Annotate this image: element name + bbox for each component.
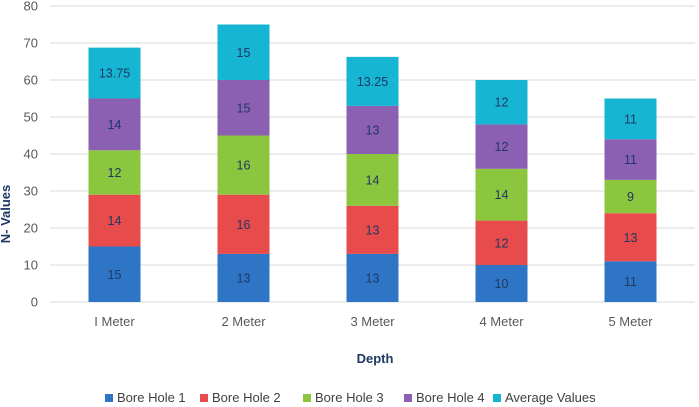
bar-segment xyxy=(346,205,399,254)
x-tick-label: 2 Meter xyxy=(221,314,266,329)
data-label: 11 xyxy=(624,153,637,167)
legend-label: Bore Hole 4 xyxy=(416,390,485,405)
x-tick-label: 5 Meter xyxy=(608,314,653,329)
data-label: 14 xyxy=(495,188,509,202)
bar-segment xyxy=(88,194,141,247)
y-tick-label: 70 xyxy=(24,36,38,51)
bar-segment xyxy=(475,265,528,302)
data-label: 15 xyxy=(237,46,251,60)
data-label: 12 xyxy=(108,166,122,180)
data-label: 11 xyxy=(624,275,637,289)
bar-segment xyxy=(475,168,528,221)
y-tick-label: 40 xyxy=(24,147,38,162)
data-label: 12 xyxy=(495,96,509,110)
x-tick-label: 4 Meter xyxy=(479,314,524,329)
data-label: 13 xyxy=(366,223,380,237)
bar-segment xyxy=(88,246,141,302)
legend-item: Bore Hole 4 xyxy=(404,390,485,405)
bar-segment xyxy=(88,150,141,195)
data-label: 13 xyxy=(366,271,380,285)
legend-swatch xyxy=(493,394,501,402)
bar-segment xyxy=(475,124,528,169)
data-label: 9 xyxy=(627,190,634,204)
bar-segment xyxy=(88,98,141,151)
y-tick-label: 80 xyxy=(24,0,38,14)
legend-swatch xyxy=(105,394,113,402)
bar-segment xyxy=(604,213,657,262)
bar-segment xyxy=(604,261,657,302)
data-label: 14 xyxy=(108,118,122,132)
x-axis-ticks: I Meter 2 Meter 3 Meter 4 Meter 5 Meter xyxy=(94,314,653,329)
data-label: 12 xyxy=(495,140,509,154)
bar-segment xyxy=(217,24,270,80)
bar-segment xyxy=(346,56,399,106)
bar-stack: 11 13 9 11 11 xyxy=(604,98,657,302)
bar-segment xyxy=(475,80,528,125)
data-label: 15 xyxy=(237,101,251,115)
bar-segment xyxy=(604,139,657,180)
x-axis-title: Depth xyxy=(357,351,394,366)
y-axis-title: N- Values xyxy=(0,185,13,244)
y-axis-ticks: 0 10 20 30 40 50 60 70 80 xyxy=(24,0,38,310)
bar-segment xyxy=(346,105,399,154)
data-label: 11 xyxy=(624,112,637,126)
bar-segment xyxy=(217,80,270,136)
y-tick-label: 50 xyxy=(24,110,38,125)
data-label: 13 xyxy=(624,231,638,245)
bar-segment xyxy=(346,253,399,302)
y-tick-label: 20 xyxy=(24,221,38,236)
data-label: 15 xyxy=(108,268,122,282)
bar-stack: 15 14 12 14 13.75 xyxy=(88,47,141,302)
legend-item: Bore Hole 3 xyxy=(303,390,384,405)
bar-segment xyxy=(604,98,657,140)
data-label: 13.25 xyxy=(357,75,388,89)
legend-item: Bore Hole 2 xyxy=(200,390,281,405)
legend-label: Bore Hole 1 xyxy=(117,390,186,405)
x-tick-label: 3 Meter xyxy=(350,314,395,329)
x-tick-label: I Meter xyxy=(94,314,135,329)
bar-segment xyxy=(217,253,270,302)
data-label: 13.75 xyxy=(99,67,130,81)
data-label: 16 xyxy=(237,159,251,173)
legend-swatch xyxy=(200,394,208,402)
legend-swatch xyxy=(303,394,311,402)
data-label: 10 xyxy=(495,277,509,291)
data-label: 12 xyxy=(495,236,509,250)
bar-segment xyxy=(88,47,141,99)
legend: Bore Hole 1 Bore Hole 2 Bore Hole 3 Bore Ho… xyxy=(105,390,596,405)
bar-segment xyxy=(217,135,270,195)
data-label: 14 xyxy=(108,214,122,228)
data-label: 13 xyxy=(366,123,380,137)
bar-stack: 13 13 14 13 13.25 xyxy=(346,56,399,302)
bar-segment xyxy=(346,154,399,206)
bar-segment xyxy=(475,220,528,265)
y-tick-label: 10 xyxy=(24,258,38,273)
legend-swatch xyxy=(404,394,412,402)
bar-stack: 10 12 14 12 12 xyxy=(475,80,528,302)
bar-segment xyxy=(604,179,657,214)
bar-segment xyxy=(217,194,270,254)
legend-item: Average Values xyxy=(493,390,596,405)
legend-label: Bore Hole 3 xyxy=(315,390,384,405)
y-tick-label: 30 xyxy=(24,184,38,199)
y-tick-label: 60 xyxy=(24,73,38,88)
legend-label: Bore Hole 2 xyxy=(212,390,281,405)
data-label: 13 xyxy=(237,271,251,285)
legend-label: Average Values xyxy=(505,390,596,405)
data-label: 16 xyxy=(237,218,251,232)
y-tick-label: 0 xyxy=(31,295,38,310)
data-label: 14 xyxy=(366,173,380,187)
bar-stack: 13 16 16 15 15 xyxy=(217,24,270,302)
bar-stacks: 15 14 12 14 13.75 13 16 16 15 15 13 13 14 13 13.25 10 12… xyxy=(88,24,657,302)
legend-item: Bore Hole 1 xyxy=(105,390,186,405)
